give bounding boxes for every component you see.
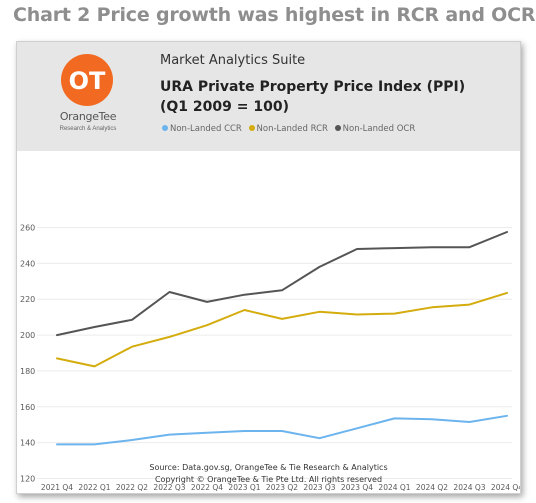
- copyright-text: Copyright © OrangeTee & Tie Pte Ltd. All…: [154, 475, 383, 484]
- page-title: Chart 2 Price growth was highest in RCR …: [13, 4, 536, 26]
- x-tick-label: 2024 Q3: [453, 483, 485, 492]
- x-tick-label: 2023 Q2: [266, 483, 298, 492]
- logo-mark-icon: OT: [69, 67, 106, 95]
- y-tick-label: 260: [20, 224, 35, 233]
- y-tick-label: 220: [20, 295, 35, 304]
- y-tick-label: 180: [20, 367, 35, 376]
- x-tick-label: 2022 Q4: [191, 483, 223, 492]
- x-tick-label: 2024 Q1: [378, 483, 410, 492]
- orangetee-logo: OT: [61, 54, 113, 106]
- y-tick-label: 240: [20, 259, 35, 268]
- y-tick-label: 120: [20, 475, 35, 484]
- legend-item-rcr[interactable]: Non-Landed RCR: [248, 124, 328, 134]
- legend-dot-ocr: [334, 125, 341, 131]
- series-line-non-landed-rcr: [56, 291, 508, 368]
- logo-mark-text: OT: [69, 67, 106, 95]
- logo-name: OrangeTee: [59, 110, 117, 123]
- y-tick-label: 160: [20, 403, 35, 412]
- y-tick-label: 140: [20, 439, 35, 448]
- chart-header: OT OrangeTee Research & Analytics Market…: [17, 42, 520, 151]
- x-tick-label: 2023 Q4: [341, 483, 373, 492]
- legend-label-rcr: Non-Landed RCR: [256, 124, 328, 134]
- x-tick-label: 2022 Q2: [116, 483, 148, 492]
- legend-label-ccr: Non-Landed CCR: [170, 124, 242, 134]
- y-tick-label: 200: [20, 331, 35, 340]
- legend-dot-ccr: [162, 125, 168, 131]
- x-tick-label: 2024 Q4: [491, 483, 520, 492]
- series-line-non-landed-ocr: [56, 231, 508, 337]
- x-tick-label: 2024 Q2: [416, 483, 448, 492]
- series-line-non-landed-ccr: [56, 414, 508, 446]
- legend-item-ocr[interactable]: Non-Landed OCR: [334, 124, 416, 134]
- source-text: Source: Data.gov.sg, OrangeTee & Tie Res…: [149, 463, 388, 472]
- legend-label-ocr: Non-Landed OCR: [342, 124, 416, 134]
- legend: Non-Landed CCR Non-Landed RCR Non-Landed…: [162, 124, 419, 138]
- legend-dot-rcr: [248, 125, 255, 131]
- x-tick-label: 2022 Q1: [78, 483, 110, 492]
- logo-tagline: Research & Analytics: [59, 126, 117, 132]
- suite-name: Market Analytics Suite: [160, 53, 306, 68]
- x-tick-label: 2021 Q4: [41, 483, 73, 492]
- line-chart-plot: 120 140 160 180 200 220 240 260 2021 Q4 2022 Q1 20…: [20, 224, 520, 493]
- chart-title-line2: (Q1 2009 = 100): [160, 99, 289, 115]
- x-tick-label: 2023 Q1: [228, 483, 260, 492]
- chart-title-line1: URA Private Property Price Index (PPI): [160, 79, 466, 95]
- chart-title: URA Private Property Price Index (PPI) (…: [160, 77, 465, 117]
- legend-item-ccr[interactable]: Non-Landed CCR: [162, 124, 242, 134]
- x-tick-label: 2023 Q3: [303, 483, 335, 492]
- chart-card: OT OrangeTee Research & Analytics Market…: [16, 41, 521, 494]
- x-tick-label: 2022 Q3: [153, 483, 185, 492]
